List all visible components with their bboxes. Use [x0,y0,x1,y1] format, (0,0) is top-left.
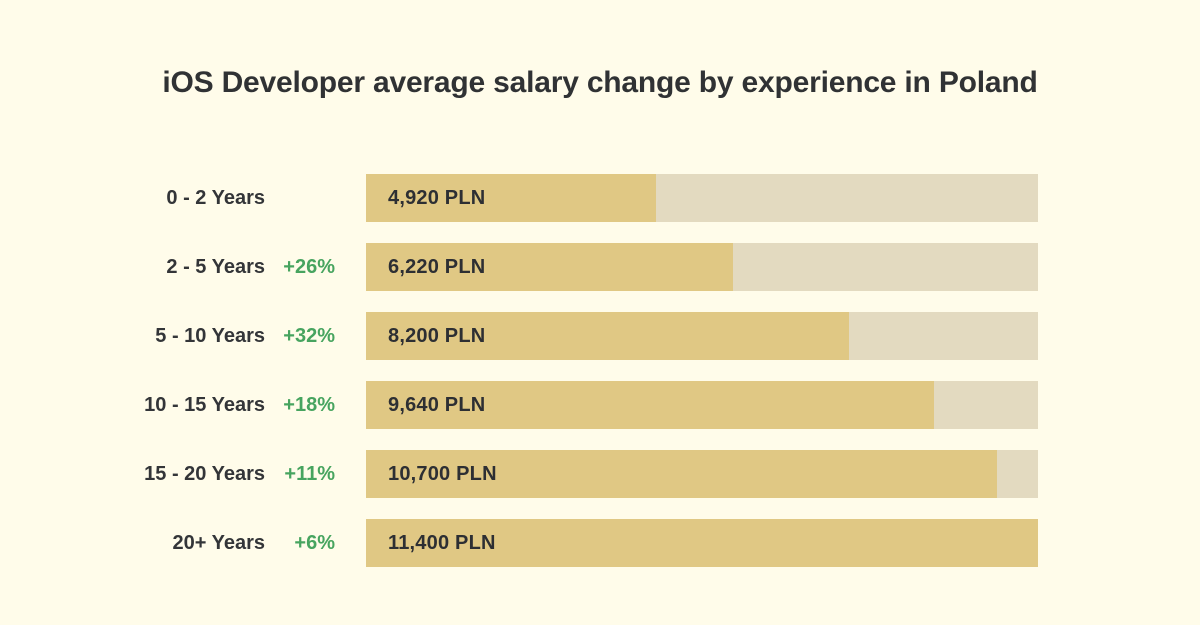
row-change-label: +18% [283,393,335,416]
bar-value-label: 9,640 PLN [388,394,486,416]
bar-fill [366,174,657,222]
row-category-label: 2 - 5 Years [166,255,265,278]
bar-fill [366,243,733,291]
chart-title: iOS Developer average salary change by e… [162,66,1038,99]
row-category-label: 0 - 2 Years [166,186,265,209]
row-category-label: 10 - 15 Years [144,393,265,416]
bar-track: 10,700 PLN [366,450,1038,498]
row-category-label: 20+ Years [172,531,265,554]
bar-fill [366,519,1038,567]
bar-track: 8,200 PLN [366,312,1038,360]
row-change-label: +26% [283,255,335,278]
bar-value-label: 10,700 PLN [388,463,497,485]
row-change-label: +11% [284,462,335,485]
bar-track: 11,400 PLN [366,519,1038,567]
bar-fill [366,381,935,429]
chart-row: 15 - 20 Years +11% 10,700 PLN [0,450,1200,498]
row-change-label: +32% [283,324,335,347]
chart-row: 20+ Years +6% 11,400 PLN [0,519,1200,567]
bar-track: 6,220 PLN [366,243,1038,291]
bar-value-label: 4,920 PLN [388,187,486,209]
bar-fill [366,312,850,360]
chart-row: 10 - 15 Years +18% 9,640 PLN [0,381,1200,429]
chart-row: 5 - 10 Years +32% 8,200 PLN [0,312,1200,360]
bar-value-label: 6,220 PLN [388,256,486,278]
row-category-label: 15 - 20 Years [144,462,265,485]
chart-row: 0 - 2 Years 4,920 PLN [0,174,1200,222]
row-change-label: +6% [294,531,335,554]
chart-rows: 0 - 2 Years 4,920 PLN 2 - 5 Years +26% 6… [0,174,1200,588]
bar-track: 4,920 PLN [366,174,1038,222]
row-category-label: 5 - 10 Years [155,324,265,347]
bar-fill [366,450,997,498]
bar-value-label: 11,400 PLN [388,532,496,554]
bar-value-label: 8,200 PLN [388,325,486,347]
chart-row: 2 - 5 Years +26% 6,220 PLN [0,243,1200,291]
bar-track: 9,640 PLN [366,381,1038,429]
